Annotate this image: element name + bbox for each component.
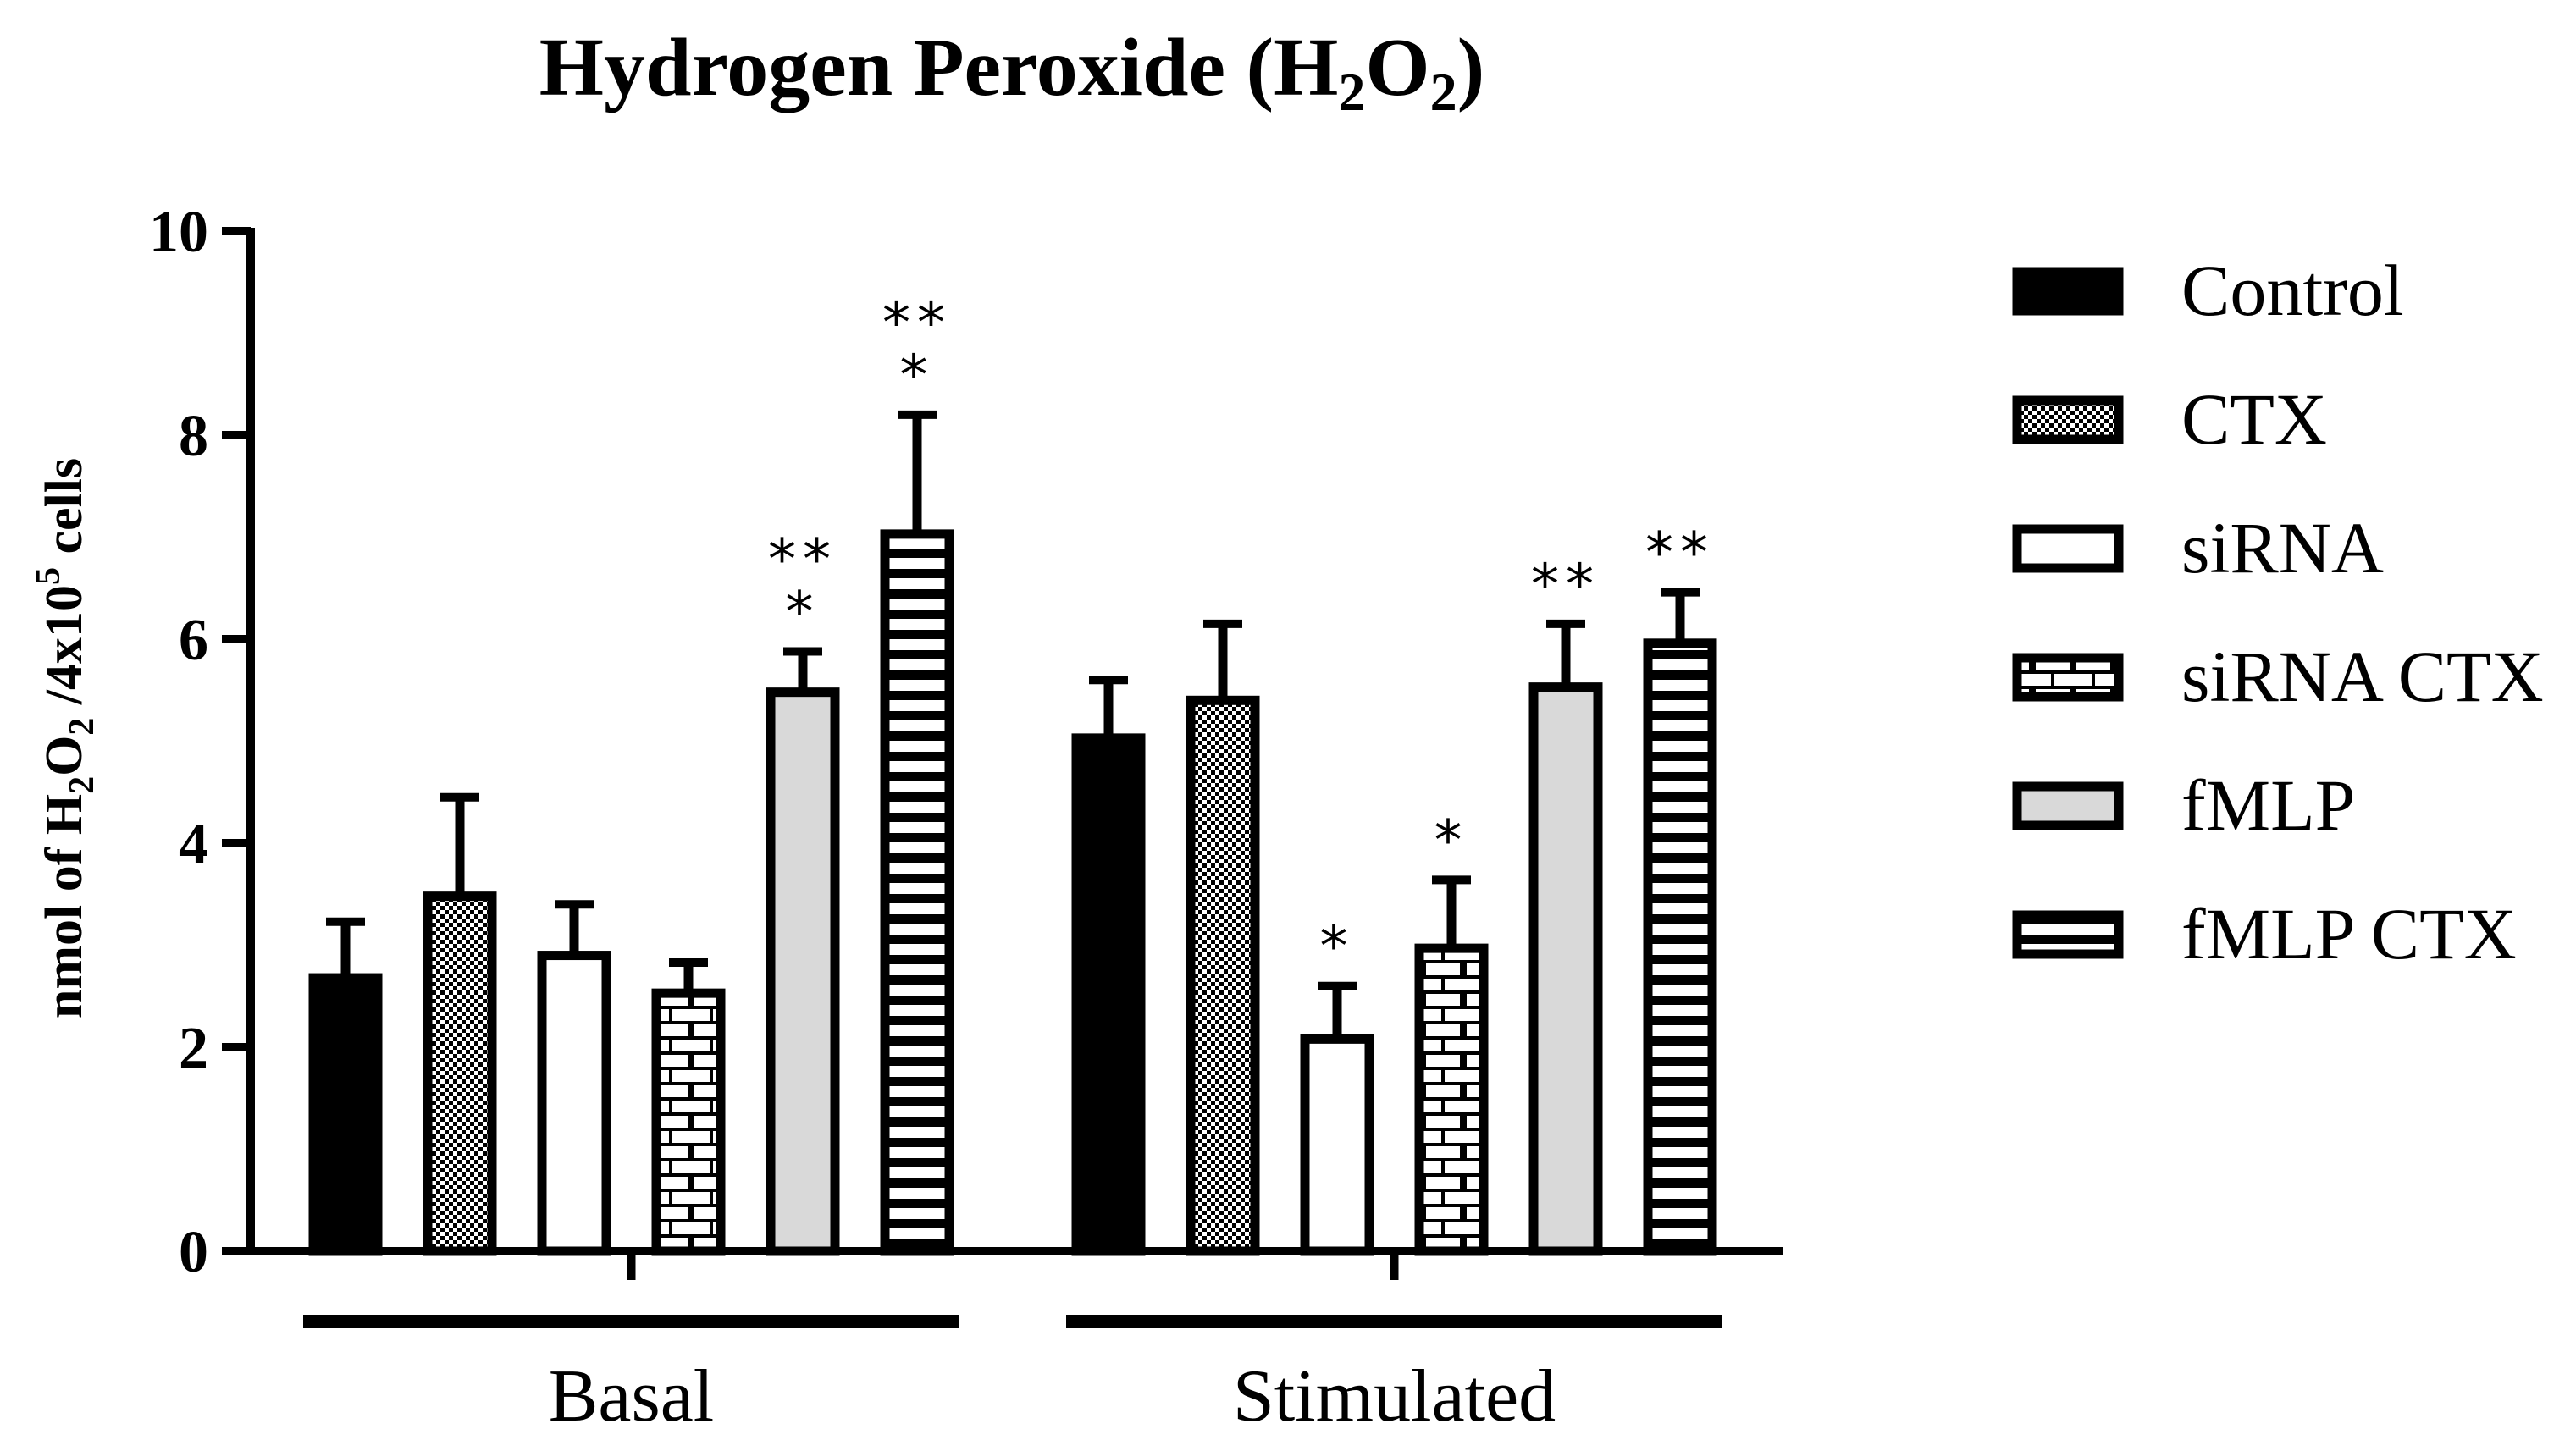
bar [1414, 943, 1489, 1256]
title-sub: 2 [1430, 62, 1457, 122]
title-text: ) [1457, 22, 1485, 113]
legend-label: Control [2181, 250, 2404, 331]
chart-title: Hydrogen Peroxide (H2O2) [539, 22, 1485, 122]
x-category-label: Stimulated [1233, 1355, 1556, 1437]
bar [1300, 1034, 1374, 1256]
legend-swatch [2012, 524, 2124, 573]
significance-marker: ** [768, 527, 837, 592]
ylabel-text: /4x10 [36, 585, 93, 718]
legend: Control CTX siRNA siRNA CTX fMLP fMLP CTX [2012, 250, 2544, 974]
bar [1186, 695, 1260, 1256]
category-groups: Basal Stimulated [303, 1251, 1722, 1437]
bar [766, 687, 840, 1256]
bar [537, 951, 611, 1256]
legend-item: fMLP CTX [2012, 893, 2517, 974]
legend-swatch [2012, 781, 2124, 830]
legend-label: CTX [2181, 378, 2327, 460]
legend-item: Control [2012, 250, 2404, 331]
bar [651, 988, 726, 1256]
significance-marker: ** [1645, 521, 1715, 586]
y-axis-label: nmol of H2O2 /4x105 cells [29, 458, 102, 1018]
ylabel-sub: 2 [63, 718, 102, 736]
significance-marker: * [1434, 808, 1469, 873]
ylabel-text: nmol of H [36, 794, 93, 1018]
legend-swatch [2012, 653, 2124, 702]
bar [1071, 733, 1146, 1256]
legend-item: fMLP [2012, 764, 2355, 846]
y-tick-label: 0 [179, 1220, 208, 1285]
significance-marker: * [900, 343, 935, 408]
legend-label: fMLP [2181, 764, 2355, 846]
ylabel-text: O [36, 736, 93, 776]
title-sub: 2 [1338, 62, 1365, 122]
y-tick-label: 2 [179, 1016, 208, 1081]
significance-marker: ** [1531, 552, 1600, 617]
y-tick-label: 8 [179, 404, 208, 469]
y-tick-label: 6 [179, 608, 208, 673]
significance-marker: * [786, 579, 821, 644]
bar [423, 891, 497, 1256]
ylabel-sup: 5 [29, 567, 68, 585]
legend-label: siRNA CTX [2181, 636, 2544, 717]
bar [1528, 682, 1603, 1256]
legend-item: CTX [2012, 378, 2327, 460]
title-text: Hydrogen Peroxide (H [539, 22, 1339, 113]
legend-swatch [2012, 910, 2124, 959]
ylabel-text: cells [36, 458, 93, 567]
y-tick-label: 10 [149, 200, 208, 265]
ylabel-sub: 2 [63, 776, 102, 794]
bar [308, 973, 383, 1256]
bar [880, 529, 954, 1256]
axes: 0 2 4 6 8 10 [149, 200, 1783, 1285]
title-text: O [1365, 22, 1429, 113]
y-tick-label: 4 [179, 812, 208, 877]
legend-item: siRNA CTX [2012, 636, 2544, 717]
legend-item: siRNA [2012, 507, 2384, 588]
legend-label: siRNA [2181, 507, 2384, 588]
significance-marker: ** [882, 290, 952, 356]
legend-swatch [2012, 395, 2124, 444]
bars: ********** ** [308, 290, 1717, 1256]
bar [1643, 638, 1717, 1256]
legend-label: fMLP CTX [2181, 893, 2517, 974]
x-category-label: Basal [549, 1355, 715, 1437]
legend-swatch [2012, 267, 2124, 316]
significance-marker: * [1320, 914, 1355, 979]
